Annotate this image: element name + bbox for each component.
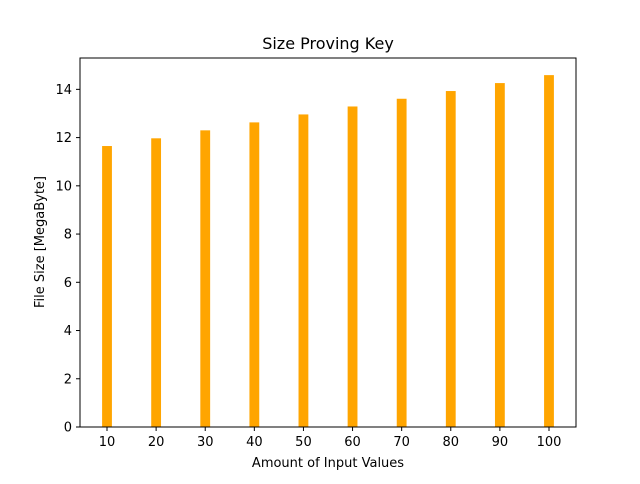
- chart-title: Size Proving Key: [262, 34, 394, 53]
- bar-80: [445, 91, 456, 427]
- x-tick-label-70: 70: [393, 435, 410, 450]
- x-tick-label-20: 20: [148, 435, 165, 450]
- x-tick-label-10: 10: [99, 435, 116, 450]
- bar-70: [396, 98, 407, 427]
- bar-60: [347, 106, 358, 427]
- bar-20: [151, 138, 162, 427]
- x-tick-label-40: 40: [246, 435, 263, 450]
- x-tick-label-50: 50: [295, 435, 312, 450]
- x-tick-label-30: 30: [197, 435, 214, 450]
- y-tick-label-0: 0: [64, 421, 72, 436]
- bar-40: [249, 122, 260, 427]
- bar-30: [200, 130, 211, 427]
- plot-frame: [79, 57, 577, 428]
- y-tick-label-2: 2: [64, 372, 72, 387]
- y-axis-label: File Size [MegaByte]: [33, 176, 48, 308]
- x-tick-label-60: 60: [344, 435, 361, 450]
- y-tick-label-6: 6: [64, 276, 72, 291]
- x-tick-label-80: 80: [442, 435, 459, 450]
- y-tick-label-12: 12: [55, 131, 72, 146]
- y-tick-label-8: 8: [64, 228, 72, 243]
- x-ticks: 10 20 30 40 50 60 70 80 90 100: [99, 427, 562, 450]
- x-tick-label-100: 100: [537, 435, 562, 450]
- bar-90: [494, 83, 505, 427]
- bar-50: [298, 114, 309, 427]
- axes-layer: [79, 57, 577, 428]
- y-tick-label-4: 4: [64, 324, 72, 339]
- bar-100: [544, 75, 554, 428]
- y-tick-label-10: 10: [55, 179, 72, 194]
- bars-layer: [102, 75, 554, 428]
- x-tick-label-90: 90: [492, 435, 509, 450]
- y-ticks: 0 2 4 6 8 10 12 14: [55, 83, 80, 436]
- bar-10: [102, 146, 112, 427]
- x-axis-label: Amount of Input Values: [252, 456, 404, 471]
- y-tick-label-14: 14: [55, 83, 72, 98]
